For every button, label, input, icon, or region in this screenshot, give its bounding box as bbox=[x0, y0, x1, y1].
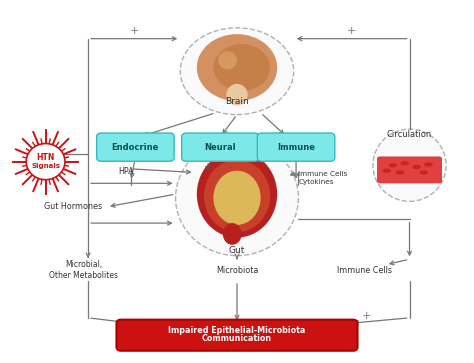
Ellipse shape bbox=[197, 34, 277, 101]
Text: Microbiota: Microbiota bbox=[216, 266, 258, 274]
Ellipse shape bbox=[383, 168, 391, 173]
Ellipse shape bbox=[223, 223, 242, 245]
Text: Gut: Gut bbox=[229, 246, 245, 255]
Ellipse shape bbox=[175, 140, 299, 256]
Text: Immune: Immune bbox=[277, 143, 315, 152]
Ellipse shape bbox=[373, 129, 446, 201]
Text: -: - bbox=[229, 162, 233, 172]
Ellipse shape bbox=[213, 44, 270, 91]
Text: HPA: HPA bbox=[118, 167, 134, 176]
Text: Microbial,
Other Metabolites: Microbial, Other Metabolites bbox=[49, 260, 118, 280]
Ellipse shape bbox=[389, 163, 397, 167]
Text: Impaired Epithelial-Microbiota: Impaired Epithelial-Microbiota bbox=[168, 326, 306, 335]
Ellipse shape bbox=[396, 170, 404, 175]
FancyBboxPatch shape bbox=[97, 133, 174, 161]
Ellipse shape bbox=[227, 84, 247, 106]
Text: Neural: Neural bbox=[205, 143, 236, 152]
Text: Communication: Communication bbox=[202, 334, 272, 343]
FancyBboxPatch shape bbox=[257, 133, 335, 161]
Text: +: + bbox=[129, 26, 139, 36]
Text: Immune Cells
Cytokines: Immune Cells Cytokines bbox=[299, 171, 348, 185]
FancyBboxPatch shape bbox=[182, 133, 259, 161]
Ellipse shape bbox=[412, 165, 421, 169]
Ellipse shape bbox=[401, 161, 409, 166]
Ellipse shape bbox=[180, 28, 294, 115]
FancyBboxPatch shape bbox=[377, 157, 442, 183]
Text: +: + bbox=[203, 162, 211, 172]
Ellipse shape bbox=[419, 170, 428, 175]
Ellipse shape bbox=[213, 171, 261, 225]
Text: +: + bbox=[362, 311, 372, 321]
Text: HTN: HTN bbox=[36, 153, 55, 162]
Text: Circulation: Circulation bbox=[387, 130, 432, 139]
Text: Endocrine: Endocrine bbox=[112, 143, 159, 152]
FancyBboxPatch shape bbox=[117, 320, 357, 351]
Ellipse shape bbox=[204, 160, 270, 232]
Ellipse shape bbox=[424, 162, 433, 167]
Text: Gut Hormones: Gut Hormones bbox=[44, 202, 102, 211]
Text: +: + bbox=[347, 26, 356, 36]
Ellipse shape bbox=[197, 151, 277, 237]
Text: Brain: Brain bbox=[225, 97, 249, 106]
Ellipse shape bbox=[26, 143, 65, 180]
Text: Immune Cells: Immune Cells bbox=[337, 266, 392, 274]
Ellipse shape bbox=[218, 51, 237, 69]
Text: Signals: Signals bbox=[31, 163, 60, 169]
